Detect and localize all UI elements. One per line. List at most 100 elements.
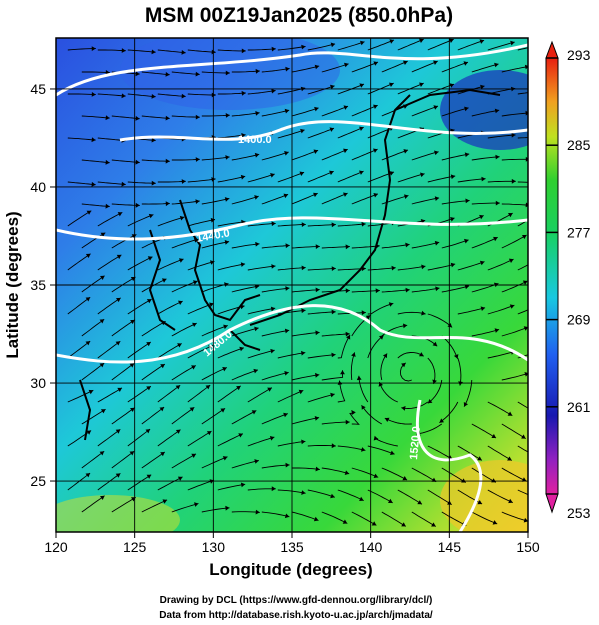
streamline-arrowhead [463,402,468,407]
streamline-arrowhead [270,306,276,312]
x-tick-label-150: 150 [516,539,540,555]
streamline [291,467,320,470]
streamline-arrowhead [271,264,276,269]
streamline-arrowhead [342,519,348,524]
streamline-arrowhead [433,105,438,110]
streamline-arrowhead [540,348,545,353]
streamline-arrowhead [121,93,126,99]
streamline [307,267,336,271]
streamline-arrowhead [301,308,306,314]
streamline [67,389,94,403]
streamline-arrowhead [223,324,228,330]
streamline [291,149,319,161]
streamline-arrowhead [129,451,135,456]
streamline-arrowhead [340,370,345,375]
streamline-arrowhead [255,241,260,247]
y-tick-label-45: 45 [30,81,46,97]
streamline-arrowhead [225,113,230,118]
streamline-arrowhead [179,258,184,263]
streamline-arrowhead [194,502,199,507]
streamline-arrowhead [160,364,165,369]
streamline-arrowhead [284,328,290,334]
streamline-arrowhead [419,38,424,43]
streamline [157,93,186,97]
streamline [291,374,320,381]
streamline-arrowhead [361,310,366,316]
streamline-arrowhead [208,344,213,350]
streamline-arrowhead [146,299,152,304]
streamline-arrowhead [405,287,410,293]
streamline [337,489,364,502]
streamline-arrowhead [178,300,183,305]
streamline [337,334,351,359]
streamline [157,384,181,403]
streamline [321,105,349,117]
streamline [81,232,106,249]
streamline-arrowhead [359,126,364,131]
streamline [321,192,348,205]
streamline [67,48,96,51]
streamline-arrowhead [405,242,410,248]
streamline-arrowhead [388,498,393,503]
streamline-arrowhead [382,353,388,359]
streamline [97,49,126,52]
streamline [217,305,245,315]
streamline [321,370,344,381]
streamline-arrowhead [403,104,408,109]
streamline-arrowhead [522,235,527,240]
streamline-arrowhead [330,493,335,499]
streamline-arrowhead [285,286,290,291]
streamline-arrowhead [301,222,306,227]
streamline [187,430,212,447]
streamline [127,474,152,491]
streamline-arrowhead [447,323,453,328]
streamline [231,460,259,469]
streamline-arrowhead [209,302,214,307]
streamline-arrowhead [420,172,425,178]
streamline [457,357,462,386]
streamline-arrowhead [165,72,170,77]
streamline [81,408,106,425]
streamline [321,333,350,337]
streamline [367,39,395,51]
streamline-arrowhead [151,180,156,186]
x-axis-ticks: 120 125 130 135 140 145 150 [44,532,540,555]
streamline [415,423,443,435]
streamline-arrowhead [146,342,151,347]
colorbar-body [545,57,559,495]
streamline-arrowhead [117,387,122,392]
streamline [187,178,216,183]
streamline-arrowhead [538,456,543,460]
streamline [247,265,276,271]
streamline [201,241,230,249]
streamline [351,148,378,161]
streamline [463,379,473,407]
streamline [291,331,320,337]
streamline [81,115,110,119]
streamline [471,156,500,161]
streamline [381,467,408,481]
streamline-arrowhead [315,244,320,249]
streamline [471,109,500,117]
streamline-arrowhead [417,500,422,505]
streamline-arrowhead [539,302,544,306]
streamline-arrowhead [373,473,379,478]
streamline-arrowhead [165,158,170,164]
streamline-arrowhead [267,387,272,392]
streamline-arrowhead [146,474,152,479]
streamline [201,367,228,381]
streamline [201,114,230,117]
streamline [517,309,528,315]
streamline-arrowhead [404,194,409,199]
streamline [501,66,528,73]
streamline-arrowhead [105,70,110,75]
streamline-arrowhead [313,192,318,198]
streamline-arrowhead [251,410,257,415]
streamline [97,340,121,359]
streamline-arrowhead [360,40,365,46]
streamline [231,243,260,249]
streamline-arrowhead [373,435,379,441]
streamline [457,489,483,505]
streamline-arrowhead [181,93,186,99]
streamline-arrowhead [542,135,546,140]
